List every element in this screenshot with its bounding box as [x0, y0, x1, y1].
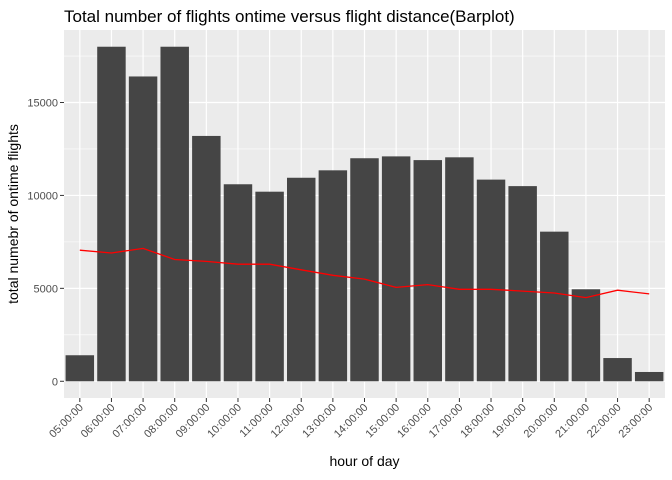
- bar: [603, 358, 632, 382]
- bar: [160, 46, 189, 382]
- bar: [65, 355, 95, 382]
- bar: [128, 76, 158, 382]
- y-axis: 0 5000 10000 15000: [27, 97, 64, 388]
- bar: [350, 158, 379, 382]
- x-tick-label: 10:00:00: [205, 402, 244, 441]
- bar: [445, 157, 474, 382]
- bar: [508, 186, 537, 382]
- bar: [571, 289, 601, 382]
- y-tick-label: 10000: [27, 190, 58, 202]
- chart-title: Total number of flights ontime versus fl…: [64, 7, 515, 26]
- y-tick-label: 5000: [34, 283, 58, 295]
- bar: [476, 179, 506, 382]
- bar: [97, 46, 126, 382]
- y-tick-label: 15000: [27, 97, 58, 109]
- bar: [381, 156, 411, 382]
- bar: [634, 371, 664, 382]
- y-axis-title: total numebr of ontime flights: [5, 124, 21, 304]
- bar: [223, 184, 253, 382]
- bar: [255, 191, 284, 382]
- bars: [65, 46, 664, 382]
- x-tick-label: 23:00:00: [617, 402, 656, 441]
- series-line: [79, 247, 650, 299]
- bar: [540, 231, 569, 382]
- bar: [192, 135, 221, 382]
- y-tick-label: 0: [52, 376, 58, 388]
- x-axis: 05:00:0006:00:0007:00:0008:00:0009:00:00…: [47, 398, 655, 440]
- bar: [413, 160, 442, 382]
- bar: [287, 177, 316, 382]
- x-axis-title: hour of day: [329, 453, 399, 469]
